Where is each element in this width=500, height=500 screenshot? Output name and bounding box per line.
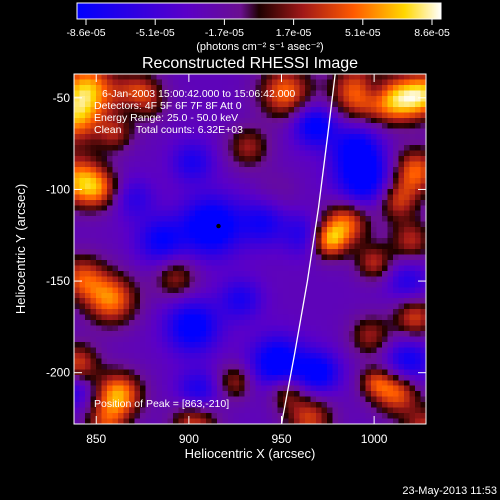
y-tick-label: -100 bbox=[46, 182, 70, 196]
y-tick-label: -50 bbox=[53, 91, 71, 105]
detectors-label: Detectors: 4F 5F 6F 7F 8F Att 0 bbox=[94, 100, 242, 112]
energy-range-label: Energy Range: 25.0 - 50.0 keV bbox=[94, 112, 238, 124]
x-tick-label: 900 bbox=[179, 432, 199, 446]
heatmap-image bbox=[74, 74, 426, 424]
peak-marker bbox=[216, 223, 221, 229]
x-tick-label: 950 bbox=[271, 432, 291, 446]
time-range-label: 6-Jan-2003 15:00:42.000 to 15:06:42.000 bbox=[102, 88, 295, 100]
colorbar-tick-label: 8.6e-05 bbox=[414, 27, 450, 39]
peak-position-label: Position of Peak = [863,-210] bbox=[94, 398, 229, 410]
solar-limb-line bbox=[280, 74, 336, 424]
colorbar-tick-label: 1.7e-05 bbox=[276, 27, 312, 39]
clean-counts-label: Clean Total counts: 6.32E+03 bbox=[94, 124, 243, 136]
colorbar-tick-label: 5.1e-05 bbox=[345, 27, 381, 39]
colorbar-ticks: -8.6e-05 -5.1e-05 -1.7e-05 1.7e-05 5.1e-05 8.… bbox=[66, 19, 450, 39]
y-tick-label: -150 bbox=[46, 274, 70, 288]
heatmap-area bbox=[74, 74, 426, 424]
plot-frame bbox=[73, 73, 427, 425]
colorbar-units-label: (photons cm⁻² s⁻¹ asec⁻²) bbox=[196, 41, 323, 53]
x-tick-label: 1000 bbox=[361, 432, 388, 446]
y-tick-label: -200 bbox=[46, 366, 70, 380]
x-tick-label: 850 bbox=[86, 432, 106, 446]
annotations: 6-Jan-2003 15:00:42.000 to 15:06:42.000 … bbox=[94, 88, 295, 410]
colorbar-tick-label: -1.7e-05 bbox=[205, 27, 244, 39]
x-axis-ticks: 850 900 950 1000 bbox=[86, 74, 388, 446]
colorbar-tick-label: -5.1e-05 bbox=[136, 27, 175, 39]
colorbar bbox=[76, 2, 442, 20]
x-axis-label: Heliocentric X (arcsec) bbox=[185, 446, 316, 461]
chart-title: Reconstructed RHESSI Image bbox=[142, 55, 358, 72]
y-axis-ticks: -50 -100 -150 -200 bbox=[46, 91, 426, 380]
colorbar-tick-label: -8.6e-05 bbox=[66, 27, 105, 39]
footer-date: 23-May-2013 11:53 bbox=[402, 485, 497, 497]
y-axis-label: Heliocentric Y (arcsec) bbox=[13, 184, 28, 314]
